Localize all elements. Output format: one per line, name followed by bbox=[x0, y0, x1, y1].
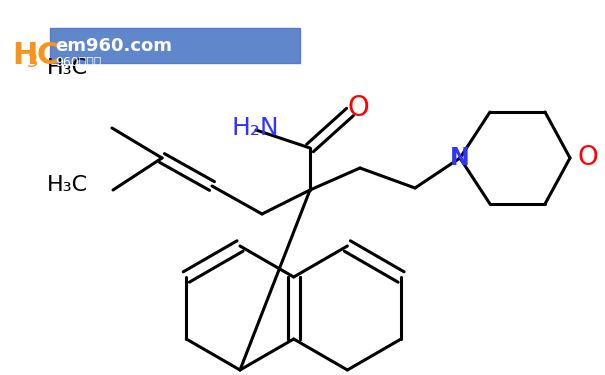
Text: O: O bbox=[347, 94, 369, 122]
Text: H₃C: H₃C bbox=[47, 175, 88, 195]
Text: em960.com: em960.com bbox=[55, 37, 172, 55]
Text: H₃C: H₃C bbox=[47, 58, 88, 78]
Text: H₂N: H₂N bbox=[231, 116, 279, 140]
Text: H: H bbox=[12, 40, 38, 69]
Text: 3: 3 bbox=[27, 53, 39, 71]
Bar bbox=[50, 28, 300, 63]
Text: N: N bbox=[450, 146, 470, 170]
Text: O: O bbox=[578, 145, 598, 171]
Text: C: C bbox=[36, 40, 58, 69]
Text: 960化工网: 960化工网 bbox=[55, 56, 101, 69]
